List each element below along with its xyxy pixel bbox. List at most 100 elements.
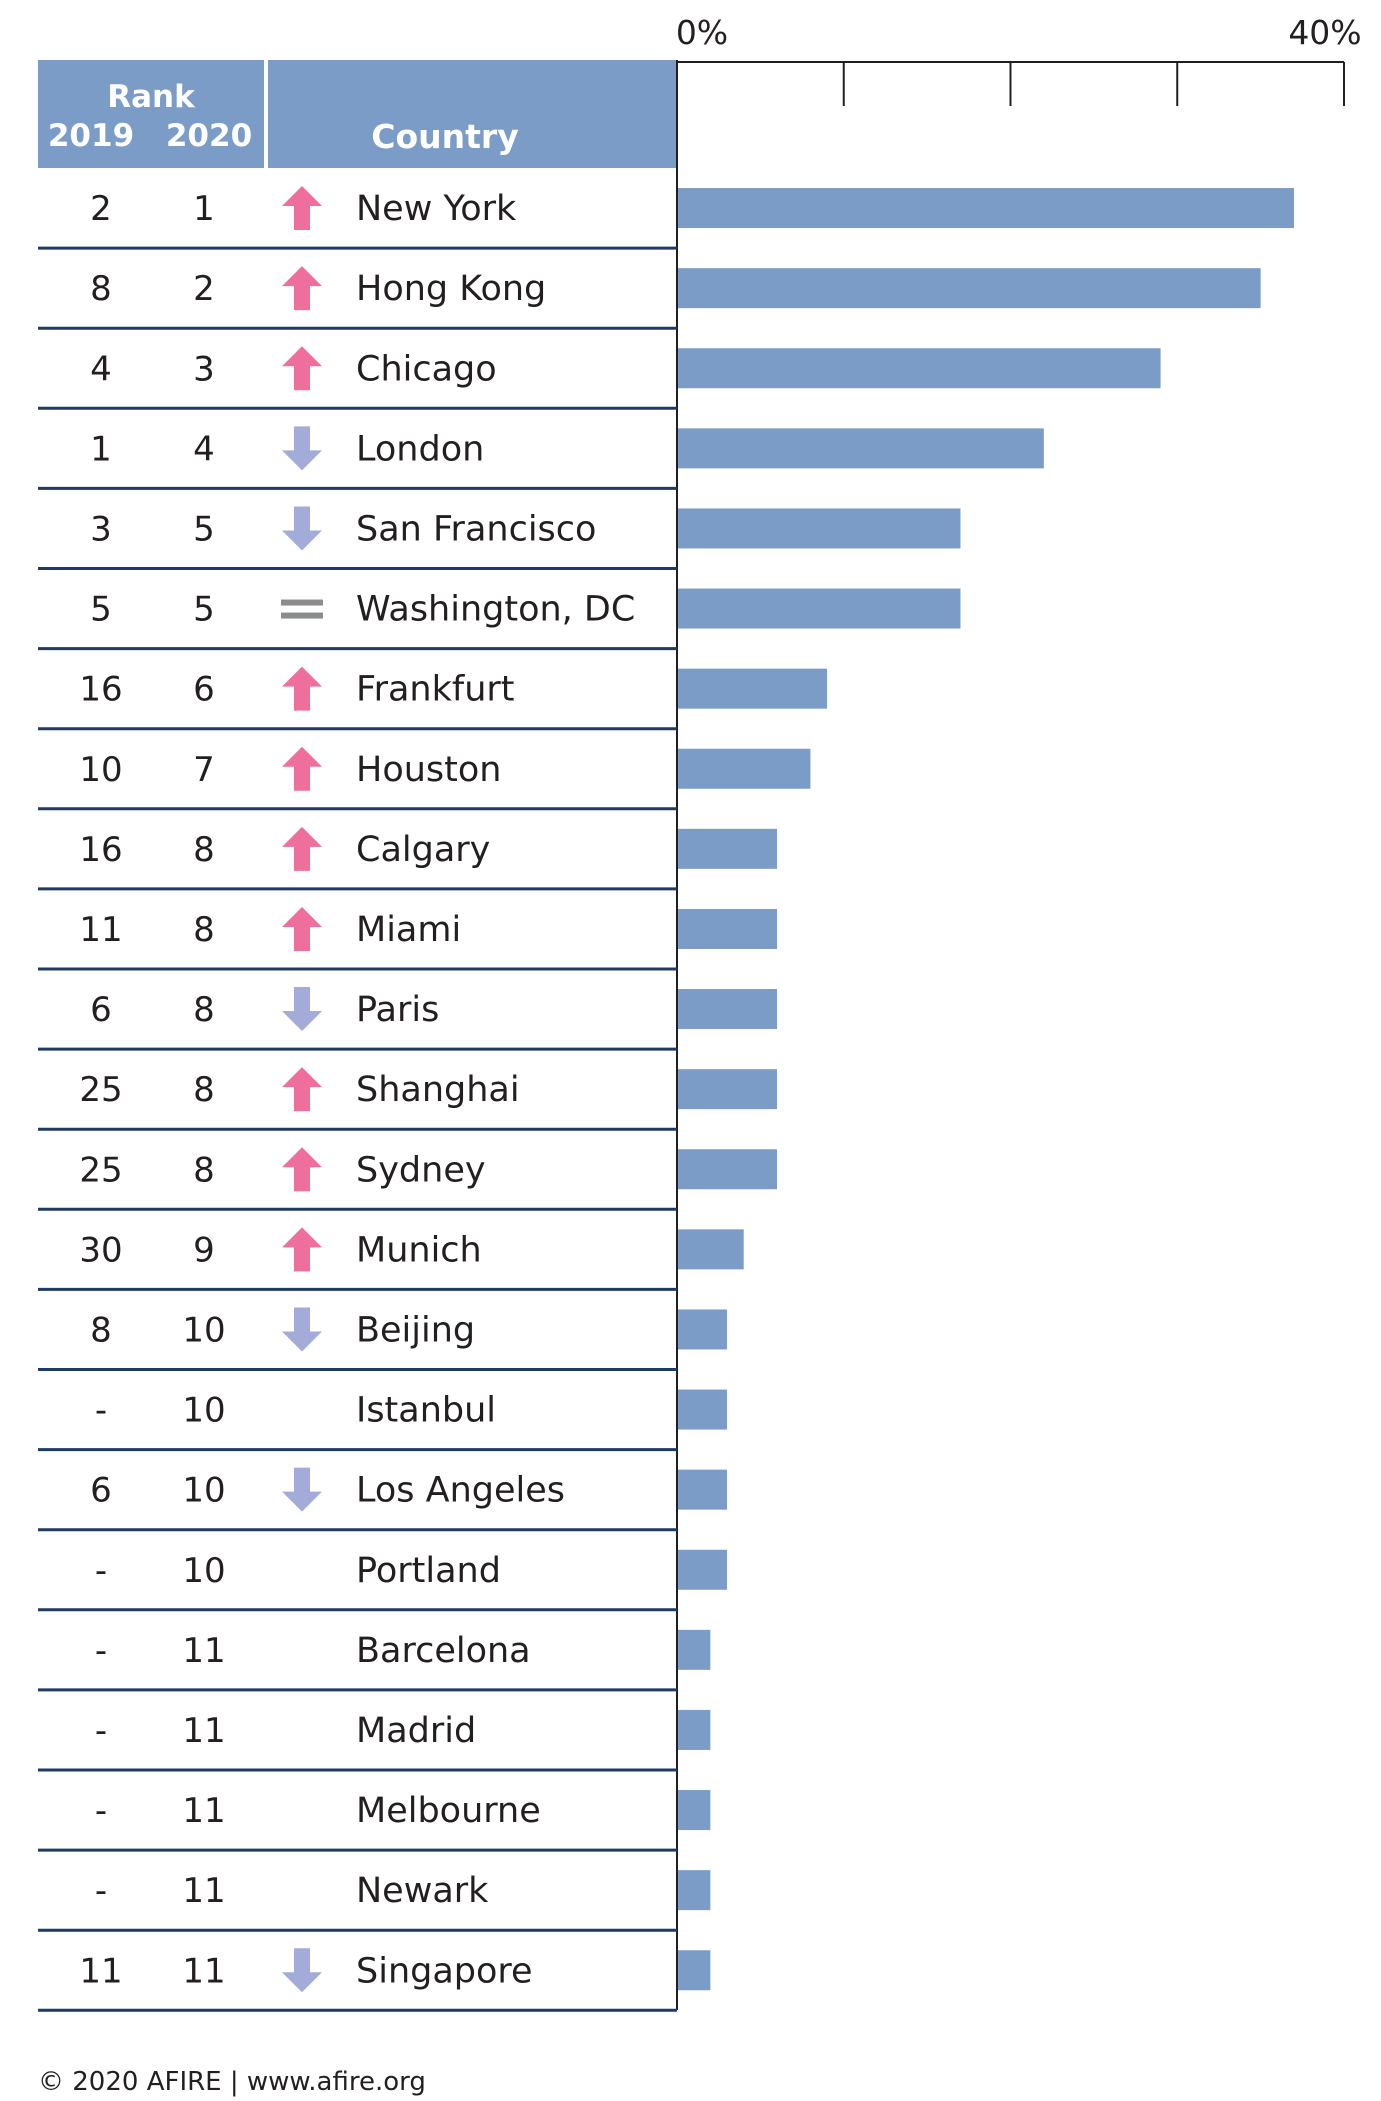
rank-2020-label: 4 <box>193 429 215 469</box>
bar <box>678 348 1161 389</box>
rank-2020-label: 5 <box>193 590 215 630</box>
country-label: Melbourne <box>356 1791 541 1831</box>
country-label: Washington, DC <box>356 590 635 630</box>
country-label: Sydney <box>356 1150 486 1190</box>
rank-2020-label: 8 <box>193 1150 215 1190</box>
arrow-up-icon <box>282 1147 322 1192</box>
country-label: Paris <box>356 990 439 1030</box>
rank-2019-label: 25 <box>79 1150 122 1190</box>
country-label: Madrid <box>356 1711 476 1751</box>
header-background-right <box>268 60 676 168</box>
table-row: 5 5 Washington, DC <box>38 588 961 651</box>
table-row: - 11 Newark <box>38 1870 711 1932</box>
table-row: 3 5 San Francisco <box>38 506 961 570</box>
table-row: 25 8 Sydney <box>38 1147 778 1211</box>
rank-2019-label: 5 <box>90 590 112 630</box>
bar <box>678 268 1261 309</box>
country-label: Calgary <box>356 830 490 870</box>
table-row: - 10 Portland <box>38 1549 728 1612</box>
bar <box>678 908 778 949</box>
bar <box>678 1469 728 1510</box>
bar <box>678 748 811 789</box>
header-year-2020: 2020 <box>166 118 252 154</box>
country-label: London <box>356 429 484 469</box>
bar <box>678 1549 728 1590</box>
rank-2019-label: 16 <box>79 670 122 710</box>
bar <box>678 1389 728 1430</box>
rank-2019-label: 30 <box>79 1230 122 1270</box>
arrow-down-icon <box>282 506 322 551</box>
country-label: Istanbul <box>356 1391 496 1431</box>
rank-2020-label: 10 <box>182 1471 225 1511</box>
rank-2020-label: 10 <box>182 1310 225 1350</box>
arrow-up-icon <box>282 746 322 791</box>
equal-icon <box>281 599 323 619</box>
arrow-down-icon <box>282 426 322 471</box>
country-label: Singapore <box>356 1951 533 1991</box>
bar <box>678 188 1294 229</box>
country-label: Miami <box>356 910 461 950</box>
country-label: San Francisco <box>356 509 596 549</box>
country-label: Shanghai <box>356 1070 520 1110</box>
bar <box>678 1709 711 1750</box>
rank-2020-label: 6 <box>193 670 215 710</box>
table-row: - 11 Melbourne <box>38 1790 711 1852</box>
rank-2020-label: 8 <box>193 1070 215 1110</box>
country-label: Newark <box>356 1871 489 1911</box>
bar <box>678 1309 728 1350</box>
bar <box>678 989 778 1030</box>
arrow-up-icon <box>282 1227 322 1272</box>
arrow-up-icon <box>282 666 322 711</box>
rank-2019-label: 1 <box>90 429 112 469</box>
axis <box>676 60 1345 2010</box>
rank-2020-label: 5 <box>193 509 215 549</box>
bar <box>678 1950 711 1991</box>
footer-credit: © 2020 AFIRE | www.afire.org <box>38 2067 426 2097</box>
rank-2019-label: 3 <box>90 509 112 549</box>
arrow-up-icon <box>282 1067 322 1112</box>
table-row: - 10 Istanbul <box>38 1389 728 1452</box>
rank-2019-label: 4 <box>90 349 112 389</box>
bar <box>678 1229 744 1270</box>
arrow-up-icon <box>282 906 322 951</box>
table-rows: 2 1 New York 8 2 Hong Kong 4 3 Chicago 1 4 London 3 5… <box>38 186 1294 2012</box>
rank-2020-label: 10 <box>182 1391 225 1431</box>
bar <box>678 828 778 869</box>
country-label: Munich <box>356 1230 482 1270</box>
country-label: Hong Kong <box>356 269 546 309</box>
axis-tick-label-start: 0% <box>676 13 728 52</box>
rank-2019-label: 10 <box>79 750 122 790</box>
bar <box>678 1870 711 1911</box>
rank-2019-label: - <box>95 1871 107 1911</box>
table-row: 1 4 London <box>38 426 1044 490</box>
rank-2020-label: 3 <box>193 349 215 389</box>
table-row: - 11 Madrid <box>38 1709 711 1772</box>
rank-2019-label: 6 <box>90 1471 112 1511</box>
country-label: Portland <box>356 1551 501 1591</box>
bar <box>678 1629 711 1670</box>
bar <box>678 428 1044 469</box>
rank-2020-label: 8 <box>193 830 215 870</box>
table-row: - 11 Barcelona <box>38 1629 711 1692</box>
rank-2020-label: 2 <box>193 269 215 309</box>
table-row: 16 8 Calgary <box>38 826 778 891</box>
header-year-2019: 2019 <box>48 118 134 154</box>
rank-2019-label: 6 <box>90 990 112 1030</box>
rank-2020-label: 7 <box>193 750 215 790</box>
table-row: 6 10 Los Angeles <box>38 1467 728 1532</box>
table-row: 11 8 Miami <box>38 906 778 971</box>
rank-2019-label: - <box>95 1551 107 1591</box>
rank-2020-label: 8 <box>193 910 215 950</box>
rank-2019-label: 16 <box>79 830 122 870</box>
table-row: 8 2 Hong Kong <box>38 266 1261 330</box>
arrow-up-icon <box>282 826 322 871</box>
table-row: 25 8 Shanghai <box>38 1067 778 1131</box>
axis-tick-label-end: 40% <box>1288 13 1361 52</box>
country-label: Houston <box>356 750 501 790</box>
rank-2020-label: 11 <box>182 1711 225 1751</box>
country-label: Beijing <box>356 1310 475 1350</box>
arrow-up-icon <box>282 346 322 391</box>
arrow-up-icon <box>282 186 322 231</box>
rank-2020-label: 1 <box>193 189 215 229</box>
